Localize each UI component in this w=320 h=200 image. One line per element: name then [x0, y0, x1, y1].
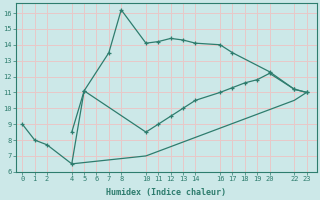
X-axis label: Humidex (Indice chaleur): Humidex (Indice chaleur): [106, 188, 226, 197]
